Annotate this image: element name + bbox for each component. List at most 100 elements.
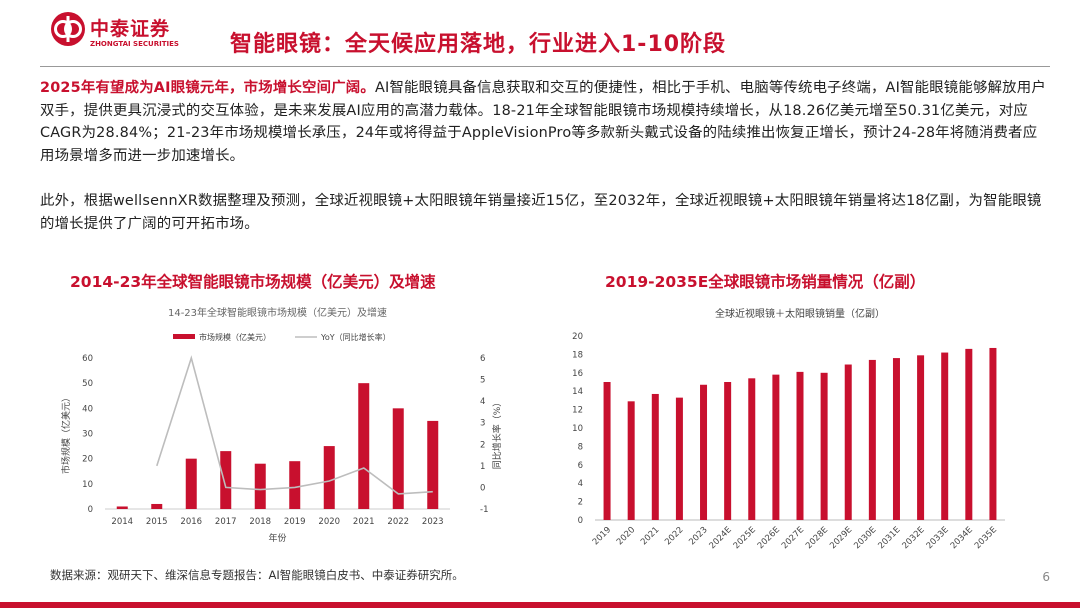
legend-line-label: YoY（同比增长率）	[320, 332, 391, 342]
company-logo: 中泰证券 ZHONGTAI SECURITIES	[50, 9, 210, 57]
paragraph-eyewear-market: 此外，根据wellsennXR数据整理及预测，全球近视眼镜+太阳眼镜年销量接近1…	[40, 193, 1042, 232]
x-tick-label: 2022	[663, 525, 685, 547]
bar-eyewear-sales	[748, 378, 756, 520]
paragraph-body: AI智能眼镜具备信息获取和交互的便捷性，相比于手机、电脑等传统电子终端，AI智能…	[40, 80, 1046, 164]
x-tick-label: 2022	[387, 517, 409, 527]
x-tick-label: 2016	[180, 517, 202, 527]
x-tick-label: 2032E	[901, 525, 927, 551]
y-tick-label: 10	[572, 424, 583, 434]
x-tick-label: 2033E	[925, 525, 951, 551]
paragraph-market-growth: 2025年有望成为AI眼镜元年，市场增长空间广阔。AI智能眼镜具备信息获取和交互…	[40, 77, 1050, 167]
x-tick-label: 2020	[615, 525, 637, 547]
y-right-tick-label: 1	[480, 462, 485, 472]
chart-title: 全球近视眼镜＋太阳眼镜销量（亿副）	[715, 307, 885, 320]
title-divider	[40, 66, 1050, 67]
bar-eyewear-sales	[989, 347, 997, 520]
legend-bar-swatch	[173, 334, 195, 339]
bar-market-size	[358, 383, 370, 509]
logo-cn-text: 中泰证券	[90, 18, 171, 40]
x-tick-label: 2026E	[756, 525, 782, 551]
bar-eyewear-sales	[820, 372, 828, 520]
y-tick-label: 10	[82, 480, 93, 490]
bar-market-size	[116, 506, 128, 509]
bar-eyewear-sales	[603, 382, 611, 520]
y-tick-label: 8	[578, 442, 583, 452]
legend-bar-label: 市场规模（亿美元）	[199, 332, 271, 342]
y-right-tick-label: 5	[480, 376, 485, 386]
x-tick-label: 2028E	[804, 525, 830, 551]
y-tick-label: 20	[572, 332, 583, 342]
yoy-line	[156, 355, 433, 495]
x-tick-label: 2034E	[949, 525, 975, 551]
right-chart-heading: 2019-2035E全球眼镜市场销量情况（亿副）	[605, 273, 926, 291]
chart-title: 14-23年全球智能眼镜市场规模（亿美元）及增速	[168, 306, 387, 319]
bar-market-size	[254, 463, 266, 509]
x-tick-label: 2021	[639, 525, 661, 547]
bar-eyewear-sales	[651, 393, 659, 520]
y-tick-label: 2	[578, 498, 583, 508]
bar-market-size	[427, 420, 439, 509]
x-tick-label: 2021	[353, 517, 375, 527]
zhongtai-logo-icon	[51, 12, 85, 46]
x-tick-label: 2019	[284, 517, 306, 527]
bar-eyewear-sales	[700, 384, 708, 520]
y-right-tick-label: 2	[480, 440, 485, 450]
bar-market-size	[392, 408, 404, 509]
x-tick-label: 2014	[111, 517, 133, 527]
x-tick-label: 2020	[318, 517, 340, 527]
y-tick-label: 30	[82, 430, 93, 440]
bar-eyewear-sales	[844, 364, 852, 520]
x-tick-label: 2035E	[973, 525, 999, 551]
bottom-accent-bar	[0, 602, 1080, 608]
bar-market-size	[289, 461, 301, 509]
x-tick-label: 2027E	[780, 525, 806, 551]
y-tick-label: 4	[578, 479, 583, 489]
bar-eyewear-sales	[917, 355, 925, 520]
y-right-tick-label: 0	[480, 483, 485, 493]
y-right-tick-label: -1	[480, 505, 488, 515]
y-right-tick-label: 6	[480, 354, 485, 364]
y-tick-label: 18	[572, 350, 583, 360]
x-tick-label: 2023	[422, 517, 444, 527]
bar-eyewear-sales	[724, 382, 732, 520]
bar-market-size	[185, 458, 197, 509]
y-tick-label: 6	[578, 461, 583, 471]
bar-eyewear-sales	[892, 358, 900, 520]
x-tick-label: 2031E	[876, 525, 902, 551]
y-tick-label: 50	[82, 379, 93, 389]
bar-eyewear-sales	[941, 352, 949, 520]
slide-title: 智能眼镜：全天候应用落地，行业进入1-10阶段	[230, 32, 727, 57]
y-tick-label: 20	[82, 455, 93, 465]
bar-eyewear-sales	[627, 401, 635, 520]
y-axis-title: 市场规模（亿美元）	[60, 393, 72, 474]
bar-market-size	[323, 446, 335, 509]
logo-en-text: ZHONGTAI SECURITIES	[90, 40, 179, 48]
bar-market-size	[220, 451, 232, 509]
bar-eyewear-sales	[796, 371, 804, 520]
page-number: 6	[1042, 570, 1050, 584]
x-tick-label: 2024E	[708, 525, 734, 551]
data-source-note: 数据来源：观研天下、维深信息专题报告：AI智能眼镜白皮书、中泰证券研究所。	[50, 568, 464, 582]
paragraph-highlight: 2025年有望成为AI眼镜元年，市场增长空间广阔。	[40, 80, 375, 96]
bar-eyewear-sales	[868, 359, 876, 520]
bar-market-size	[151, 503, 163, 509]
left-chart-heading: 2014-23年全球智能眼镜市场规模（亿美元）及增速	[70, 273, 436, 291]
x-tick-label: 2018	[249, 517, 271, 527]
x-tick-label: 2015	[146, 517, 168, 527]
y-tick-label: 40	[82, 404, 93, 414]
bar-eyewear-sales	[965, 348, 973, 520]
bar-eyewear-sales	[675, 397, 683, 520]
x-axis-title: 年份	[268, 532, 286, 544]
x-tick-label: 2030E	[852, 525, 878, 551]
bar-eyewear-sales	[772, 374, 780, 520]
y-tick-label: 16	[572, 369, 583, 379]
y-tick-label: 0	[88, 505, 93, 515]
y-right-axis-title: 同比增长率（%）	[491, 398, 503, 470]
x-tick-label: 2017	[215, 517, 237, 527]
y-right-tick-label: 3	[480, 419, 485, 429]
y-tick-label: 14	[572, 387, 583, 397]
y-tick-label: 0	[578, 516, 583, 526]
x-tick-label: 2025E	[732, 525, 758, 551]
x-tick-label: 2019	[591, 525, 613, 547]
